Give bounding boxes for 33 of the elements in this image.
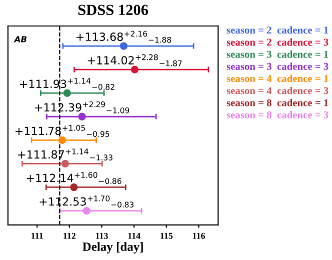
text: season = 2 cadence = 1 (226, 26, 328, 34)
data-label: +111.78$^{+1.05}$$_{−0.95}$ (16, 124, 110, 137)
point (58, 136, 66, 144)
text: season = 8 cadence = 3 (226, 111, 328, 118)
x-axis-title: Delay [day] (82, 242, 143, 254)
text: season = 2 cadence = 3 (226, 38, 328, 46)
data-label: +114.02$^{+2.28}$$_{−1.87}$ (88, 54, 182, 66)
x-tick-label: 116 (192, 232, 205, 239)
chart-title: SDSS 1206 (78, 4, 148, 16)
point (70, 183, 78, 192)
point (130, 66, 139, 74)
x-tick-label: 111 (32, 232, 43, 239)
x-tick-label: 112 (64, 232, 76, 239)
data-label: +113.68$^{+2.16}$$_{−1.88}$ (76, 30, 172, 43)
x-tick-label: 114 (128, 232, 140, 239)
x-tick-label: 115 (160, 232, 173, 239)
point (120, 42, 128, 50)
text: season = 3 cadence = 3 (226, 62, 328, 70)
data-label: +111.87$^{+1.14}$$_{−1.33}$ (18, 148, 112, 160)
point (78, 112, 86, 120)
annotation: AB (14, 36, 27, 42)
text: season = 8 cadence = 1 (226, 98, 328, 106)
data-label: +112.14$^{+1.60}$$_{−0.86}$ (26, 172, 122, 184)
data-label: +111.93$^{+1.14}$$_{−0.82}$ (20, 78, 114, 90)
text: season = 4 cadence = 1 (226, 74, 328, 82)
point (61, 160, 70, 168)
data-label: +112.39$^{+2.29}$$_{−1.09}$ (35, 101, 130, 114)
x-tick-label: 113 (96, 232, 108, 239)
point (82, 206, 90, 215)
data-label: +112.53$^{+1.70}$$_{−0.83}$ (40, 196, 134, 208)
text: season = 4 cadence = 3 (226, 86, 328, 94)
point (63, 89, 71, 97)
text: season = 3 cadence = 1 (226, 50, 328, 58)
